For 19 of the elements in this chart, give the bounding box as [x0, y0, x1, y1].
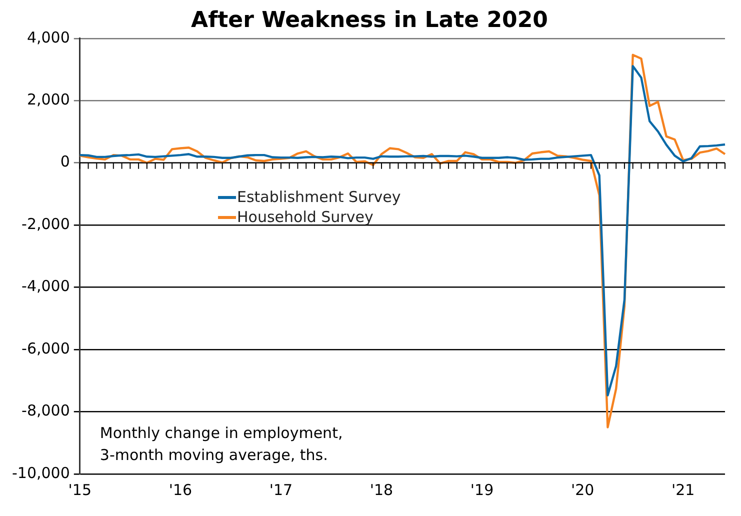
x-tick-label: '15 [68, 480, 92, 499]
y-tick-label: 4,000 [26, 28, 70, 46]
x-tick-label: '16 [168, 480, 192, 499]
legend-label: Establishment Survey [237, 188, 401, 206]
y-tick-label: -8,000 [22, 402, 70, 420]
x-tick-label: '18 [370, 480, 394, 499]
y-tick-label: -6,000 [22, 339, 70, 358]
chart-title: After Weakness in Late 2020 [191, 8, 548, 33]
legend-label: Household Survey [237, 208, 374, 226]
x-tick-label: '20 [570, 480, 594, 499]
y-tick-label: -10,000 [12, 464, 70, 482]
y-tick-label: 0 [60, 152, 70, 171]
y-tick-label: -4,000 [22, 277, 70, 296]
y-tick-label: 2,000 [26, 90, 70, 109]
x-tick-label: '19 [470, 480, 494, 499]
x-tick-label: '17 [269, 480, 293, 499]
annotation: Monthly change in employment, 3-month moving average, ths. [100, 424, 343, 464]
y-tick-label: -2,000 [22, 214, 70, 233]
x-tick-label: '21 [672, 480, 695, 499]
